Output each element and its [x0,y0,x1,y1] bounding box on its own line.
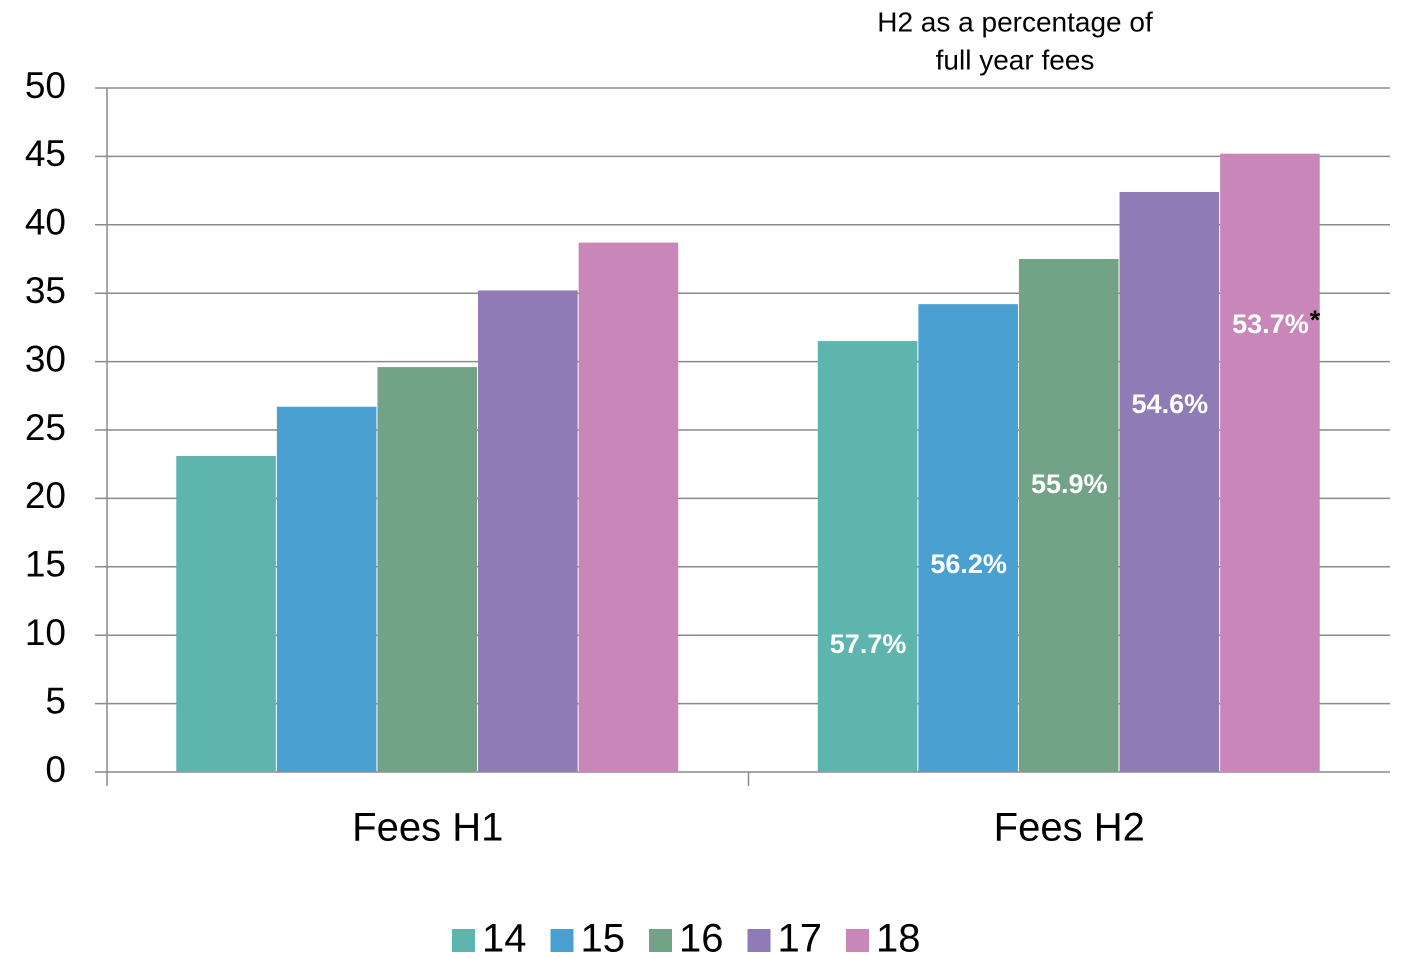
y-tick-label: 5 [45,680,66,721]
x-tick-label: Fees H1 [352,806,503,850]
bar [1018,259,1119,772]
y-tick-label: 30 [25,338,66,379]
legend-swatch [550,929,574,952]
share-label-mark: * [1310,305,1321,335]
legend-swatch [649,929,672,952]
bar [817,341,918,772]
legend-label: 17 [778,917,823,959]
legend-label: 16 [679,917,724,959]
share-label: 54.6% [1132,389,1209,419]
share-label: 56.2% [930,549,1007,579]
annotation-title: full year fees [936,44,1095,75]
annotation-title: H2 as a percentage of [877,6,1153,37]
y-tick-label: 40 [25,202,66,243]
legend-label: 18 [876,917,921,959]
y-tick-label: 45 [25,133,66,174]
share-label: 57.7% [830,629,907,659]
y-tick-label: 35 [25,270,66,311]
y-tick-label: 15 [25,544,66,585]
y-tick-label: 25 [25,407,66,448]
share-label: 53.7% [1232,309,1309,339]
legend-label: 15 [581,917,626,959]
y-tick-label: 0 [45,749,66,790]
bar [176,455,276,772]
y-tick-label: 20 [25,475,66,516]
y-tick-label: 50 [25,65,66,106]
bar [1220,153,1320,772]
share-label: 55.9% [1031,469,1108,499]
bar [377,367,478,772]
x-tick-label: Fees H2 [994,806,1145,850]
y-tick-label: 10 [25,612,66,653]
bar [478,290,578,772]
bar [918,304,1018,772]
legend-swatch [452,929,475,952]
legend-swatch [747,929,771,952]
legend-swatch [846,929,869,952]
bar [578,242,679,773]
legend-label: 14 [482,917,527,959]
bar [276,406,377,772]
bar [1119,191,1220,772]
